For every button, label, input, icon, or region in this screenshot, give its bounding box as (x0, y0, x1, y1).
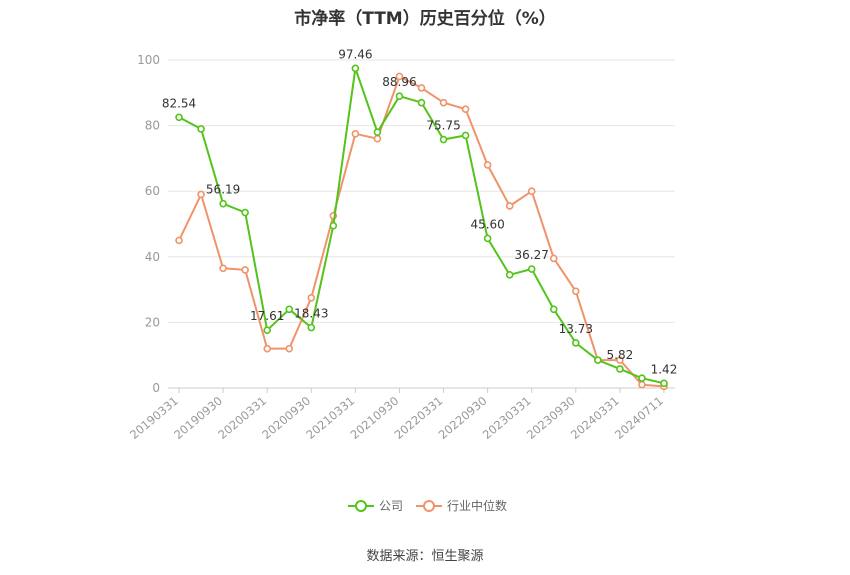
data-point (329, 221, 338, 230)
data-point (175, 236, 183, 245)
data-point (483, 234, 492, 243)
data-point (263, 344, 271, 353)
y-tick-label: 60 (145, 184, 160, 198)
data-point (638, 374, 646, 382)
legend-marker (355, 500, 367, 512)
y-tick-label: 40 (145, 250, 160, 264)
data-point (351, 130, 360, 138)
data-label: 45.60 (470, 217, 504, 231)
data-label: 18.43 (294, 307, 328, 321)
data-point (461, 105, 470, 113)
data-point (219, 264, 227, 273)
data-point (307, 323, 316, 332)
data-source: 数据来源：恒生聚源 (366, 549, 484, 564)
data-label: 97.46 (338, 47, 372, 61)
legend-label: 公司 (379, 499, 403, 513)
data-point (616, 356, 624, 364)
x-tick-label: 20240711 (612, 394, 666, 442)
data-point (572, 339, 580, 347)
data-label: 17.61 (250, 309, 284, 323)
y-tick-label: 80 (145, 119, 160, 133)
legend-marker (423, 500, 435, 512)
series-line-0 (178, 67, 665, 385)
data-point (439, 98, 448, 107)
data-point (241, 208, 249, 217)
data-point (549, 305, 558, 314)
axes: 0204060801002019033120190930202003312020… (127, 53, 675, 442)
data-point (527, 187, 536, 195)
data-point (241, 266, 249, 274)
data-label: 75.75 (426, 119, 460, 133)
data-point (285, 305, 294, 314)
legend-label: 行业中位数 (447, 498, 507, 513)
data-label: 82.54 (162, 96, 196, 110)
data-point (197, 125, 205, 133)
grid-lines (168, 59, 675, 323)
data-point (505, 202, 514, 210)
data-point (505, 271, 514, 279)
data-label: 5.82 (607, 348, 634, 362)
data-point (219, 199, 227, 208)
data-point (395, 92, 404, 101)
data-point (616, 365, 624, 373)
data-label: 88.96 (382, 75, 416, 89)
data-point (572, 287, 580, 296)
data-label: 56.19 (206, 183, 240, 197)
y-tick-label: 20 (145, 315, 160, 329)
data-point (549, 254, 558, 263)
series (175, 64, 668, 391)
data-point (395, 72, 404, 81)
data-point (483, 161, 492, 169)
chart-title: 市净率（TTM）历史百分位（%） (294, 9, 556, 29)
data-point (594, 356, 602, 364)
data-point (263, 326, 271, 335)
data-point (461, 131, 470, 140)
data-point (197, 190, 205, 199)
y-tick-label: 0 (152, 381, 160, 395)
data-point (417, 98, 426, 107)
data-label: 13.73 (559, 322, 593, 336)
data-point (417, 84, 426, 92)
data-point (285, 344, 294, 353)
data-point (175, 113, 183, 122)
data-point (638, 380, 646, 389)
data-label: 36.27 (515, 248, 549, 262)
data-point (439, 135, 448, 144)
series-line-1 (178, 75, 665, 388)
legend: 公司 行业中位数 (348, 498, 507, 513)
data-point (307, 293, 316, 302)
data-point (660, 379, 668, 388)
data-point (351, 64, 360, 73)
data-point (373, 128, 382, 136)
data-point (373, 134, 382, 143)
y-tick-label: 100 (137, 53, 160, 67)
data-point (527, 265, 536, 273)
data-label: 1.42 (651, 362, 678, 376)
data-labels: 82.54 56.19 17.61 18.43 97.46 88.96 75.75 45.60… (162, 47, 677, 376)
